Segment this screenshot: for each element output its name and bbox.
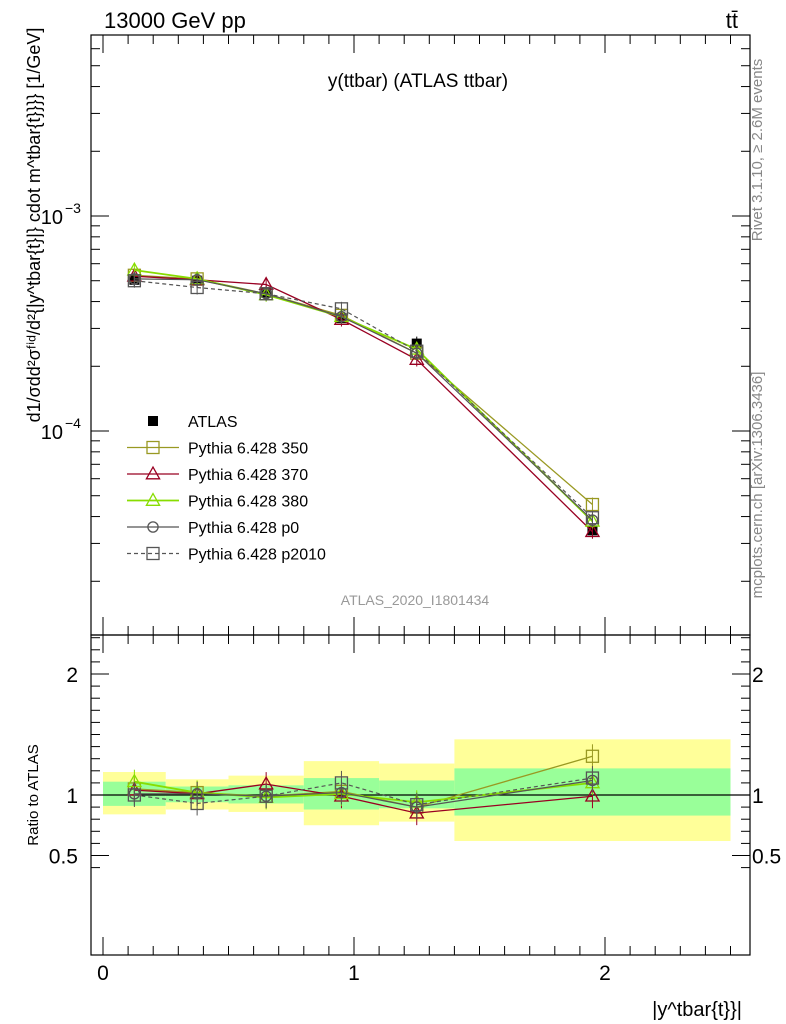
legend: ATLAS Pythia 6.428 350 Pythia 6.428 370 Pyt…	[127, 414, 326, 564]
ratio-point	[190, 796, 204, 811]
ratio-point	[585, 771, 600, 785]
legend-marker	[145, 492, 161, 506]
y-tick-label-exp: −3	[65, 200, 81, 216]
upper-axis-ticks: 10−310−4	[41, 35, 750, 635]
ratio-point	[410, 798, 424, 812]
legend-marker	[146, 546, 160, 561]
y-tick-label-exp: −4	[65, 415, 81, 431]
data-point	[585, 497, 600, 512]
legend-label: Pythia 6.428 p0	[188, 520, 299, 537]
legend-marker	[146, 440, 160, 455]
legend-marker	[147, 521, 159, 533]
ratio-point	[334, 776, 349, 790]
legend-label: Pythia 6.428 350	[188, 441, 308, 458]
ratio-y-tick-label-right: 0.5	[752, 846, 781, 869]
legend-marker	[148, 416, 158, 426]
x-tick-label: 0	[97, 962, 109, 985]
ratio-y-tick-label-left: 1	[66, 785, 78, 808]
ratio-point	[585, 749, 600, 763]
x-tick-label: 1	[348, 962, 360, 985]
y-tick-label: 10	[41, 207, 63, 229]
legend-label: ATLAS	[188, 414, 238, 431]
ratio-y-tick-label-left: 2	[66, 664, 78, 687]
data-point	[409, 351, 425, 365]
header-left: 13000 GeV pp	[104, 8, 246, 33]
data-point	[584, 523, 601, 538]
legend-label: Pythia 6.428 380	[188, 494, 308, 511]
data-point	[190, 280, 204, 295]
mcplots-label: mcplots.cern.ch [arXiv:1306.3436]	[749, 372, 766, 599]
ratio-point	[127, 788, 142, 802]
legend-marker	[145, 465, 161, 480]
upper-panel-frame	[90, 34, 751, 636]
ratio-y-tick-label-left: 0.5	[49, 846, 78, 869]
analysis-tag: ATLAS_2020_I1801434	[341, 592, 490, 608]
data-point	[259, 287, 273, 301]
ratio-y-axis-label: Ratio to ATLAS	[25, 744, 42, 845]
data-point	[127, 274, 142, 288]
data-point	[410, 344, 424, 358]
ratio-y-tick-label-right: 2	[752, 664, 764, 687]
ratio-line-2	[134, 780, 593, 804]
ratio-line-4	[134, 777, 593, 806]
main-title: y(ttbar) (ATLAS ttbar)	[328, 71, 508, 92]
series-line-5	[134, 280, 593, 519]
ratio-line-3	[134, 779, 593, 808]
series-line-4	[134, 278, 593, 521]
x-axis-label: |y^tbar{t}}|	[652, 999, 742, 1021]
data-point	[334, 302, 349, 316]
ratio-series-layer	[126, 744, 601, 826]
data-point	[585, 511, 600, 525]
x-tick-label: 2	[599, 962, 611, 985]
y-tick-label: 10	[41, 422, 63, 444]
ratio-point	[584, 787, 601, 802]
legend-label: Pythia 6.428 p2010	[188, 547, 326, 564]
upper-y-axis-label: d1/σdd²σᶠⁱᵈ/d²{|y^tbar{t}|} cdot m^tbar{…	[24, 28, 44, 423]
upper-series-layer	[126, 261, 601, 539]
ratio-y-tick-label-right: 1	[752, 785, 764, 808]
header-right: tt̄	[726, 8, 738, 33]
legend-label: Pythia 6.428 370	[188, 467, 308, 484]
rivet-label: Rivet 3.1.10, ≥ 2.6M events	[749, 59, 766, 242]
ratio-axis-ticks: 2 2 1 1 0.5 0.5 0 1 2	[49, 635, 781, 985]
ratio-point	[259, 789, 273, 803]
